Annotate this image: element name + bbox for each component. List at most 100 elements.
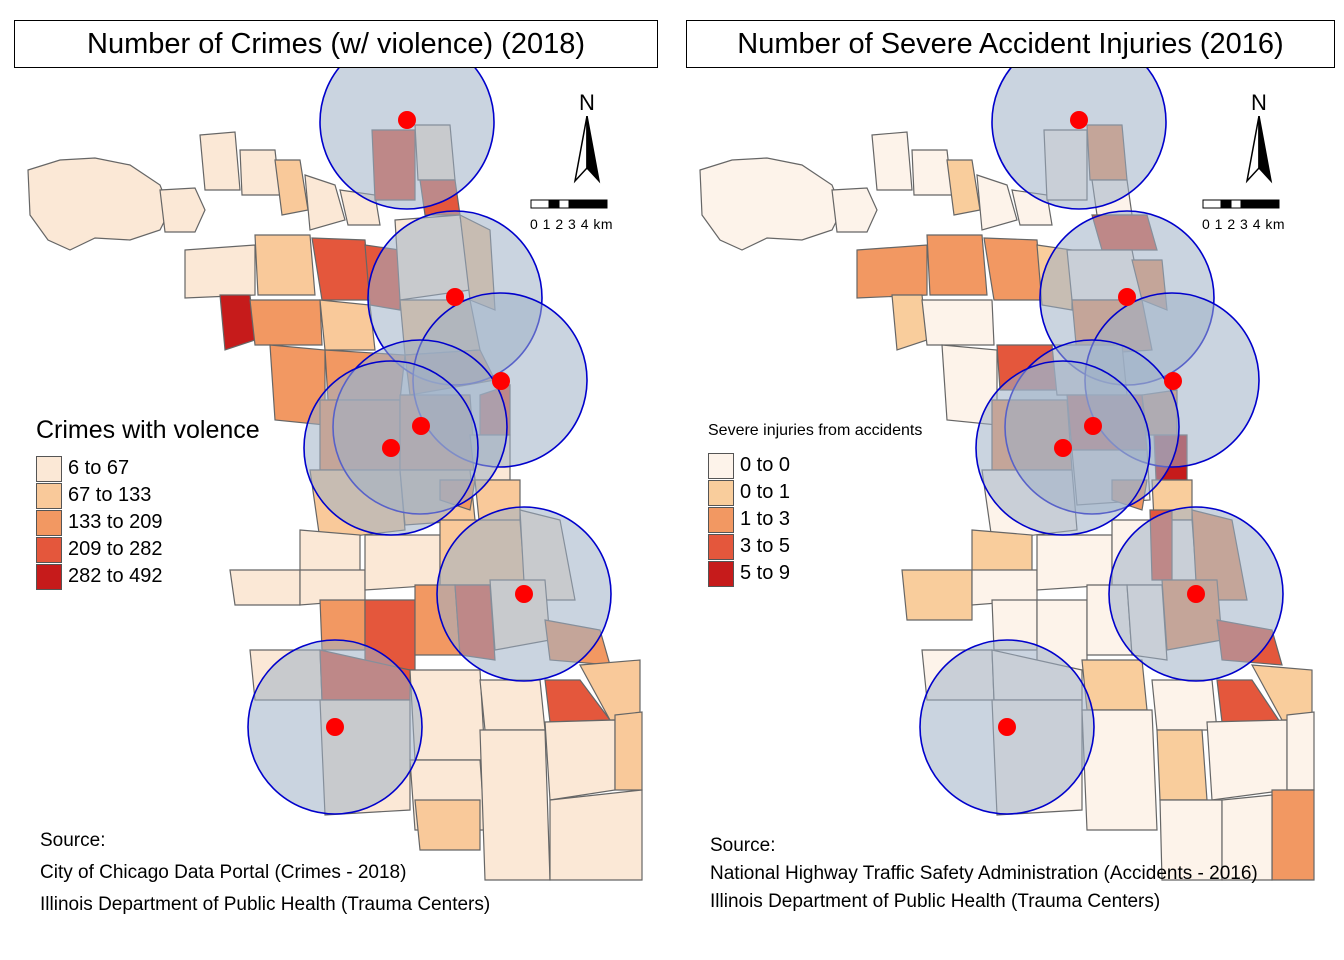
community-area xyxy=(479,729,551,881)
community-area xyxy=(364,534,441,591)
legend-title: Severe injuries from accidents xyxy=(708,422,923,439)
scale-bar-graphic xyxy=(530,199,608,209)
legend-swatch xyxy=(36,536,62,563)
source-heading: Source: xyxy=(40,830,106,851)
community-area xyxy=(901,569,973,621)
legend-item: 282 to 492 xyxy=(36,563,260,590)
trauma-centers xyxy=(326,111,533,736)
community-area xyxy=(274,159,309,216)
accidents-map-panel: Number of Severe Accident Injuries (2016… xyxy=(672,0,1344,960)
north-arrow-icon xyxy=(573,115,601,184)
legend-swatch xyxy=(36,563,62,590)
trauma-center-dot xyxy=(998,718,1016,736)
legend-item: 1 to 3 xyxy=(708,506,922,533)
trauma-center-dot xyxy=(515,585,533,603)
trauma-center-dot xyxy=(1118,288,1136,306)
scale-labels: 0 1 2 3 4 km xyxy=(530,216,614,232)
legend-item: 133 to 209 xyxy=(36,509,260,536)
map-title: Number of Crimes (w/ violence) (2018) xyxy=(14,20,658,68)
legend-label: 133 to 209 xyxy=(68,511,163,533)
crimes-legend: Crimes with volence 6 to 67 67 to 133 13… xyxy=(36,416,260,590)
community-area xyxy=(479,679,546,731)
community-area xyxy=(254,234,316,296)
accidents-map xyxy=(699,34,1315,881)
trauma-center-dot xyxy=(446,288,464,306)
legend-label: 67 to 133 xyxy=(68,484,152,506)
community-area xyxy=(249,299,323,346)
legend-label: 5 to 9 xyxy=(740,562,791,584)
source-line: Illinois Department of Public Health (Tr… xyxy=(40,894,491,915)
north-arrow: N xyxy=(1244,90,1274,191)
trauma-center-dot xyxy=(326,718,344,736)
legend-swatch xyxy=(708,506,734,533)
legend-swatch xyxy=(708,533,734,560)
legend-label: 6 to 67 xyxy=(68,457,130,479)
community-area xyxy=(1081,659,1148,711)
legend-item: 209 to 282 xyxy=(36,536,260,563)
community-area xyxy=(1221,794,1273,881)
community-area xyxy=(926,234,988,296)
accidents-legend: Severe injuries from accidents 0 to 0 0 … xyxy=(708,422,922,587)
community-area xyxy=(1206,719,1288,801)
community-area xyxy=(614,711,643,791)
legend-swatch xyxy=(36,509,62,536)
crimes-map xyxy=(27,34,643,881)
legend-item: 0 to 0 xyxy=(708,452,922,479)
north-label: N xyxy=(579,90,595,115)
north-arrow-icon xyxy=(1245,115,1273,184)
legend-swatch xyxy=(708,452,734,479)
north-label: N xyxy=(1251,90,1267,115)
legend-label: 1 to 3 xyxy=(740,508,791,530)
community-area xyxy=(27,157,171,251)
community-area xyxy=(983,237,1043,301)
scale-bar: 0 1 2 3 4 km xyxy=(1202,196,1285,232)
community-area xyxy=(219,294,256,351)
trauma-center-dot xyxy=(382,439,400,457)
community-area xyxy=(549,789,643,881)
community-area xyxy=(831,187,878,233)
community-area xyxy=(1156,729,1208,801)
legend-label: 209 to 282 xyxy=(68,538,163,560)
community-area xyxy=(1081,709,1158,831)
community-area xyxy=(311,237,371,301)
map-title: Number of Severe Accident Injuries (2016… xyxy=(686,20,1335,68)
community-area xyxy=(921,299,995,346)
legend-swatch xyxy=(36,455,62,482)
community-area xyxy=(1036,534,1113,591)
crimes-map-panel: Number of Crimes (w/ violence) (2018) N … xyxy=(14,20,658,921)
trauma-centers xyxy=(998,111,1205,736)
scale-bar-graphic xyxy=(1202,199,1280,209)
community-area xyxy=(304,174,346,231)
community-area xyxy=(544,719,616,801)
community-area xyxy=(891,294,928,351)
community-area xyxy=(856,244,928,299)
legend-swatch xyxy=(36,482,62,509)
legend-swatch xyxy=(708,479,734,506)
legend-title: Crimes with volence xyxy=(36,416,260,444)
legend-item: 67 to 133 xyxy=(36,482,260,509)
legend-item: 0 to 1 xyxy=(708,479,922,506)
legend-item: 5 to 9 xyxy=(708,560,922,587)
source-heading: Source: xyxy=(710,835,776,856)
community-area xyxy=(971,529,1033,576)
source-line: City of Chicago Data Portal (Crimes - 20… xyxy=(40,862,407,883)
community-area xyxy=(946,159,981,216)
legend-label: 0 to 0 xyxy=(740,454,791,476)
community-area xyxy=(871,131,913,191)
community-area xyxy=(414,799,481,851)
legend-label: 282 to 492 xyxy=(68,565,163,587)
community-area xyxy=(976,174,1018,231)
community-area xyxy=(184,244,256,299)
legend-item: 6 to 67 xyxy=(36,455,260,482)
trauma-center-dot xyxy=(398,111,416,129)
source-note: Source: City of Chicago Data Portal (Cri… xyxy=(40,825,490,921)
community-area xyxy=(1286,711,1315,791)
community-area xyxy=(239,149,281,196)
community-area xyxy=(299,529,361,576)
source-line: Illinois Department of Public Health (Tr… xyxy=(710,891,1161,912)
north-arrow: N xyxy=(572,90,602,191)
trauma-center-dot xyxy=(1187,585,1205,603)
source-note: Source: National Highway Traffic Safety … xyxy=(710,832,1258,916)
community-area xyxy=(199,131,241,191)
legend-label: 3 to 5 xyxy=(740,535,791,557)
